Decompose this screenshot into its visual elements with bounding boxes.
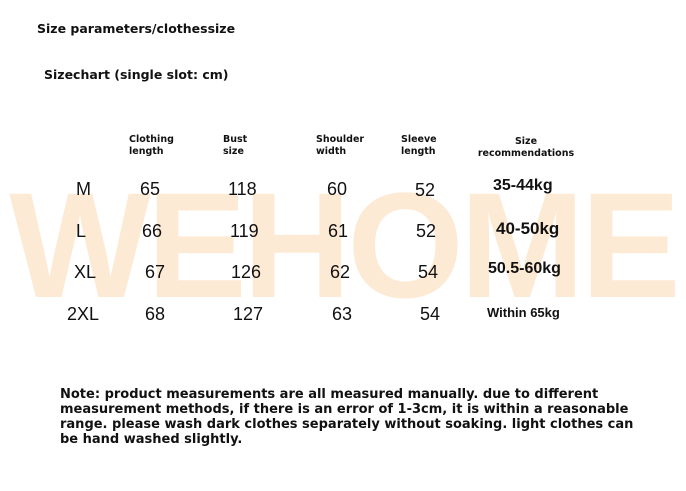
table-cell-size: XL [74, 262, 97, 282]
table-cell-length: 67 [145, 262, 166, 282]
size-chart-subtitle: Sizechart (single slot: cm) [44, 67, 229, 82]
table-cell-recommendation: 40-50kg [496, 219, 560, 238]
header-shoulder-width: Shoulder width [316, 134, 365, 157]
table-cell-length: 68 [145, 304, 166, 324]
table-cell-sleeve: 54 [418, 262, 439, 282]
table-cell-shoulder: 62 [330, 262, 351, 282]
table-cell-recommendation: 50.5-60kg [488, 260, 561, 277]
header-bust-size: Bust size [223, 134, 248, 157]
brand-watermark: WEHOME [9, 161, 681, 329]
table-cell-bust: 126 [231, 262, 262, 282]
table-cell-length: 65 [140, 179, 161, 199]
header-sleeve-length: Sleeve length [401, 134, 437, 157]
header-clothing-length: Clothing length [129, 134, 174, 157]
table-cell-bust: 127 [233, 304, 264, 324]
table-cell-size: 2XL [67, 304, 100, 324]
table-cell-recommendation: Within 65kg [487, 305, 560, 320]
table-cell-shoulder: 60 [327, 179, 348, 199]
care-note: Note: product measurements are all measu… [60, 387, 634, 447]
table-cell-length: 66 [142, 221, 163, 241]
header-size-recommendations: Size recommendations [477, 136, 575, 159]
table-cell-sleeve: 52 [415, 180, 436, 200]
table-cell-size: M [76, 179, 91, 199]
table-cell-bust: 119 [230, 221, 259, 241]
table-cell-shoulder: 63 [332, 304, 353, 324]
table-cell-bust: 118 [228, 179, 257, 199]
table-cell-shoulder: 61 [328, 221, 349, 241]
table-cell-size: L [76, 221, 87, 241]
table-cell-sleeve: 54 [420, 304, 441, 324]
table-cell-recommendation: 35-44kg [493, 177, 553, 194]
table-cell-sleeve: 52 [416, 221, 437, 241]
page-title: Size parameters/clothessize [37, 21, 236, 36]
